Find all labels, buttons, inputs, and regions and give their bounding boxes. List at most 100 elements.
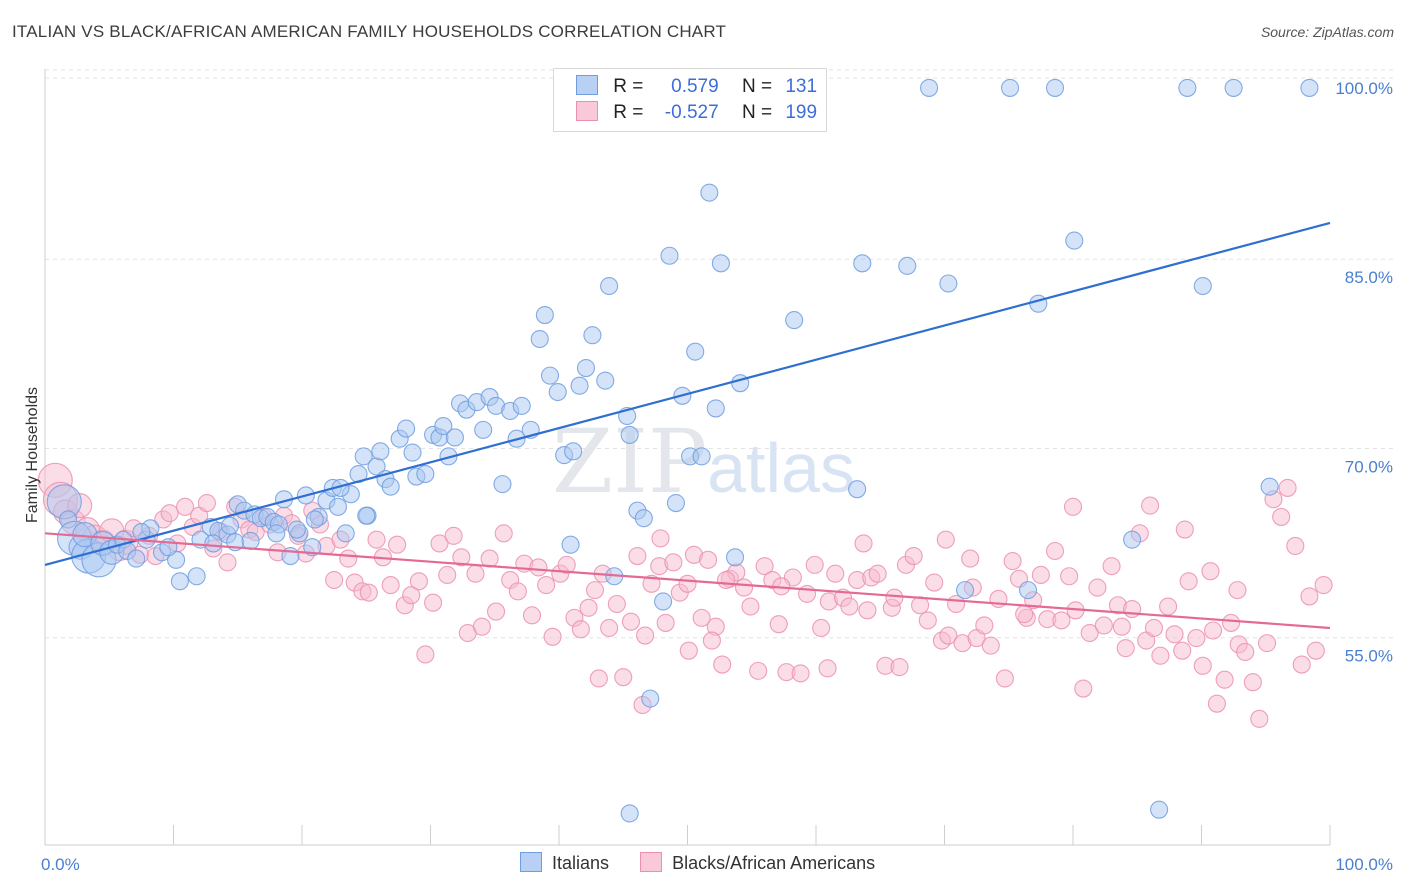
n-label: N = bbox=[741, 76, 773, 97]
italians-point bbox=[397, 419, 416, 438]
italians-point bbox=[576, 358, 596, 378]
blacks-point bbox=[904, 547, 923, 566]
blacks-legend-label: Blacks/African Americans bbox=[672, 853, 876, 873]
italians-point bbox=[303, 538, 322, 557]
italians-point bbox=[336, 524, 355, 543]
blacks-point bbox=[600, 618, 619, 638]
italians-point bbox=[939, 274, 958, 293]
blacks-point bbox=[621, 612, 641, 631]
blacks-point bbox=[197, 494, 216, 513]
italians-point bbox=[170, 572, 189, 591]
italians-point bbox=[512, 396, 531, 415]
blacks-point bbox=[1222, 613, 1241, 632]
blacks-point bbox=[628, 547, 647, 566]
blacks-point bbox=[444, 526, 463, 545]
blacks-point bbox=[1123, 599, 1142, 619]
watermark-atlas: atlas bbox=[707, 429, 855, 507]
blacks-point bbox=[1228, 581, 1247, 600]
italians-point bbox=[416, 464, 435, 484]
blacks-r-value: -0.527 bbox=[664, 102, 719, 123]
blacks-point bbox=[1074, 679, 1093, 698]
blacks-point bbox=[664, 553, 683, 572]
y-tick-label: 70.0% bbox=[1345, 457, 1393, 476]
italians-point bbox=[600, 276, 619, 296]
italians-point bbox=[898, 256, 917, 275]
blacks-point bbox=[1063, 497, 1083, 516]
blacks-point bbox=[1151, 646, 1170, 665]
blacks-point bbox=[741, 597, 760, 616]
blacks-point bbox=[1236, 642, 1255, 661]
r-label: R = bbox=[613, 102, 644, 123]
italians-point bbox=[956, 581, 975, 600]
italians-point bbox=[1123, 530, 1142, 549]
blacks-point bbox=[1031, 565, 1050, 585]
blacks-point bbox=[1286, 536, 1305, 556]
italians-point bbox=[1300, 78, 1319, 97]
italians-point bbox=[548, 382, 567, 402]
italians-point bbox=[328, 497, 348, 516]
y-tick-label: 55.0% bbox=[1345, 647, 1393, 666]
italians-point bbox=[204, 534, 223, 553]
blacks-point bbox=[840, 597, 859, 616]
italians-point bbox=[241, 531, 260, 550]
italians-point bbox=[666, 494, 685, 513]
italians-point bbox=[493, 475, 512, 494]
legend-item-blacks: Blacks/African Americans bbox=[640, 852, 875, 874]
blacks-point bbox=[791, 664, 810, 683]
italians-point bbox=[725, 548, 745, 567]
italians-point bbox=[848, 480, 867, 499]
stats-legend: R = 0.579 N = 131 R = -0.527 N = 199 bbox=[553, 68, 827, 132]
blacks-point bbox=[543, 627, 562, 646]
italians-point bbox=[596, 371, 615, 390]
italians-point bbox=[570, 376, 589, 395]
blacks-point bbox=[614, 668, 633, 687]
blacks-point bbox=[585, 581, 605, 600]
blacks-point bbox=[1204, 621, 1223, 640]
blacks-point bbox=[1165, 625, 1184, 644]
italians-point bbox=[381, 477, 400, 496]
blacks-point bbox=[1272, 507, 1291, 526]
italians-point bbox=[920, 78, 939, 97]
blacks-point bbox=[589, 669, 608, 688]
italians-point bbox=[474, 420, 493, 439]
blacks-point bbox=[1207, 694, 1226, 713]
italians-point bbox=[641, 689, 660, 708]
italians-point bbox=[267, 524, 286, 543]
italians-point bbox=[287, 520, 306, 539]
blacks-point bbox=[826, 564, 845, 583]
italians-point bbox=[1065, 231, 1084, 250]
blacks-point bbox=[409, 572, 428, 591]
blacks-point bbox=[961, 549, 980, 568]
italians-point bbox=[220, 516, 240, 535]
italians-point bbox=[785, 311, 804, 330]
blacks-point bbox=[359, 583, 378, 602]
blacks-point bbox=[769, 615, 788, 634]
blacks-point bbox=[854, 534, 873, 553]
blacks-point bbox=[1257, 634, 1277, 653]
italians-point bbox=[686, 342, 705, 361]
italians-point bbox=[127, 549, 146, 568]
blacks-point bbox=[1052, 611, 1071, 630]
italians-point bbox=[634, 509, 653, 528]
n-label: N = bbox=[741, 102, 773, 123]
blacks-point bbox=[607, 594, 626, 614]
italians-point bbox=[305, 510, 324, 529]
blacks-point bbox=[713, 655, 732, 674]
blacks-point bbox=[1088, 578, 1107, 597]
blacks-point bbox=[438, 565, 457, 585]
blacks-point bbox=[1187, 629, 1206, 648]
italians-legend-label: Italians bbox=[552, 853, 610, 873]
blacks-point bbox=[805, 555, 824, 574]
blacks-point bbox=[656, 613, 675, 632]
legend-row-blacks: R = -0.527 N = 199 bbox=[576, 101, 817, 125]
italians-point bbox=[1178, 78, 1197, 97]
legend-row-italians: R = 0.579 N = 131 bbox=[576, 75, 817, 99]
blacks-point bbox=[557, 555, 576, 574]
blacks-point bbox=[981, 636, 1000, 655]
blacks-point bbox=[1015, 605, 1034, 624]
blacks-point bbox=[651, 529, 670, 548]
blacks-point bbox=[925, 573, 944, 592]
blacks-point bbox=[1060, 567, 1079, 586]
italians-points bbox=[46, 78, 1319, 823]
blacks-point bbox=[868, 564, 887, 583]
